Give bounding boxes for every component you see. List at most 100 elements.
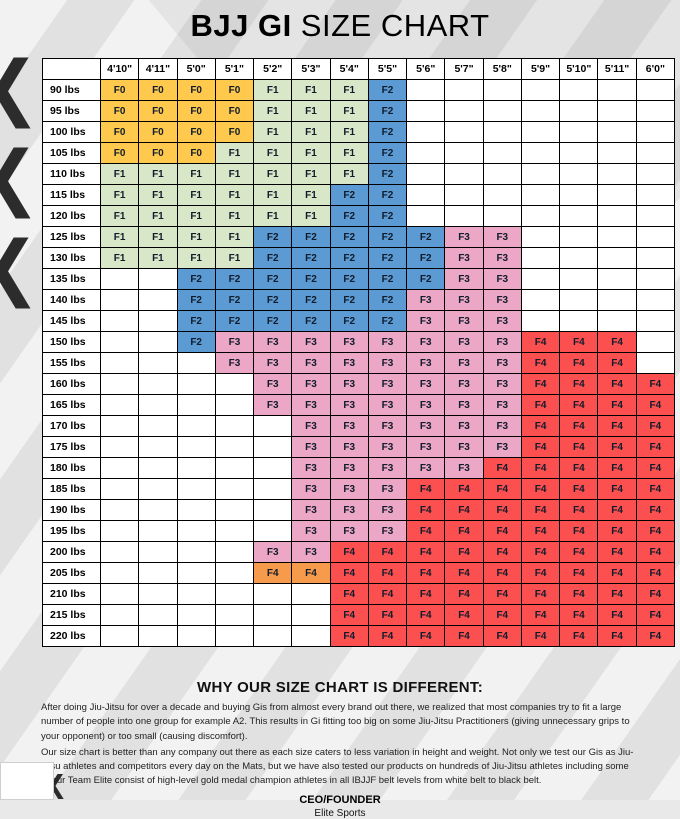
size-cell-f4o: F4 <box>253 562 293 584</box>
size-cell-f4: F4 <box>635 562 675 584</box>
weight-label: 110 lbs <box>42 163 101 185</box>
empty-cell <box>138 541 178 563</box>
size-cell-f0: F0 <box>176 121 216 143</box>
size-cell-f3: F3 <box>329 520 369 542</box>
size-cell-f0: F0 <box>138 100 178 122</box>
table-row: 125 lbs F1 F1 F1 F1 F2 F2 F2 F2 F2 F3 F3 <box>42 226 675 248</box>
empty-cell <box>635 100 675 122</box>
table-row: 115 lbs F1 F1 F1 F1 F1 F1 F2 F2 <box>42 184 675 206</box>
size-cell-f4: F4 <box>520 478 561 500</box>
size-cell-f2: F2 <box>329 226 369 248</box>
size-cell-f3: F3 <box>406 310 446 332</box>
empty-cell <box>482 100 522 122</box>
size-cell-f4: F4 <box>406 604 446 626</box>
size-cell-f4: F4 <box>482 457 522 479</box>
size-cell-f4: F4 <box>635 415 675 437</box>
size-cell-f3: F3 <box>482 289 522 311</box>
size-cell-f3: F3 <box>482 436 522 458</box>
size-cell-f0: F0 <box>138 121 178 143</box>
size-cell-f3: F3 <box>482 394 522 416</box>
size-cell-f2: F2 <box>329 310 369 332</box>
empty-cell <box>597 121 637 143</box>
empty-cell <box>597 310 637 332</box>
size-cell-f4: F4 <box>635 478 675 500</box>
footer-section: WHY OUR SIZE CHART IS DIFFERENT: After d… <box>0 679 680 819</box>
empty-cell <box>635 121 675 143</box>
empty-cell <box>559 310 599 332</box>
size-cell-f1: F1 <box>176 247 216 269</box>
height-header: 5'6" <box>406 58 446 80</box>
size-cell-f3: F3 <box>406 436 446 458</box>
size-cell-f3: F3 <box>214 331 255 353</box>
empty-cell <box>253 436 293 458</box>
empty-cell <box>482 163 522 185</box>
empty-cell <box>138 352 178 374</box>
empty-cell <box>597 163 637 185</box>
size-cell-f2: F2 <box>367 205 408 227</box>
size-cell-f2: F2 <box>176 268 216 290</box>
size-cell-f2: F2 <box>367 268 408 290</box>
empty-cell <box>176 499 216 521</box>
weight-label: 185 lbs <box>42 478 101 500</box>
size-cell-f1: F1 <box>99 184 140 206</box>
empty-cell <box>138 268 178 290</box>
empty-cell <box>138 478 178 500</box>
height-header: 5'2" <box>253 58 293 80</box>
height-header: 5'10" <box>559 58 599 80</box>
size-cell-f2: F2 <box>253 289 293 311</box>
empty-cell <box>214 562 255 584</box>
size-cell-f1: F1 <box>253 205 293 227</box>
table-row: 130 lbs F1 F1 F1 F1 F2 F2 F2 F2 F2 F3 F3 <box>42 247 675 269</box>
size-cell-f4: F4 <box>597 478 637 500</box>
size-cell-f3: F3 <box>253 394 293 416</box>
empty-cell <box>99 457 140 479</box>
size-cell-f1: F1 <box>214 163 255 185</box>
size-cell-f4: F4 <box>406 625 446 647</box>
table-row: 105 lbs F0 F0 F0 F1 F1 F1 F1 F2 <box>42 142 675 164</box>
empty-cell <box>214 625 255 647</box>
size-cell-f2: F2 <box>176 331 216 353</box>
size-cell-f4: F4 <box>367 583 408 605</box>
size-cell-f4: F4 <box>406 520 446 542</box>
size-cell-f3: F3 <box>291 415 331 437</box>
size-cell-f4: F4 <box>444 604 484 626</box>
size-cell-f2: F2 <box>329 289 369 311</box>
empty-cell <box>559 100 599 122</box>
empty-cell <box>176 478 216 500</box>
empty-cell <box>214 436 255 458</box>
size-cell-f3: F3 <box>291 394 331 416</box>
empty-cell <box>559 247 599 269</box>
empty-cell <box>635 205 675 227</box>
size-cell-f4: F4 <box>329 583 369 605</box>
height-header: 5'4" <box>329 58 369 80</box>
weight-label: 95 lbs <box>42 100 101 122</box>
size-cell-f3: F3 <box>329 415 369 437</box>
empty-cell <box>99 583 140 605</box>
size-cell-f4: F4 <box>482 604 522 626</box>
footer-paragraph-2: Our size chart is better than any compan… <box>41 746 634 787</box>
size-cell-f4: F4 <box>559 373 599 395</box>
size-cell-f3: F3 <box>444 436 484 458</box>
size-cell-f4: F4 <box>597 394 637 416</box>
size-cell-f2: F2 <box>367 121 408 143</box>
weight-label: 220 lbs <box>42 625 101 647</box>
size-cell-f1: F1 <box>138 226 178 248</box>
empty-cell <box>99 436 140 458</box>
size-cell-f2: F2 <box>253 226 293 248</box>
size-cell-f4: F4 <box>367 541 408 563</box>
empty-cell <box>635 247 675 269</box>
size-cell-f3: F3 <box>367 520 408 542</box>
table-row: 140 lbs F2 F2 F2 F2 F2 F2 F3 F3 F3 <box>42 289 675 311</box>
size-cell-f1: F1 <box>176 205 216 227</box>
empty-cell <box>482 142 522 164</box>
size-cell-f2: F2 <box>367 289 408 311</box>
empty-cell <box>99 394 140 416</box>
weight-label: 100 lbs <box>42 121 101 143</box>
size-cell-f3: F3 <box>253 331 293 353</box>
size-cell-f1: F1 <box>329 121 369 143</box>
empty-cell <box>444 163 484 185</box>
weight-label: 170 lbs <box>42 415 101 437</box>
size-cell-f4: F4 <box>520 394 561 416</box>
empty-cell <box>138 583 178 605</box>
size-cell-f1: F1 <box>329 163 369 185</box>
